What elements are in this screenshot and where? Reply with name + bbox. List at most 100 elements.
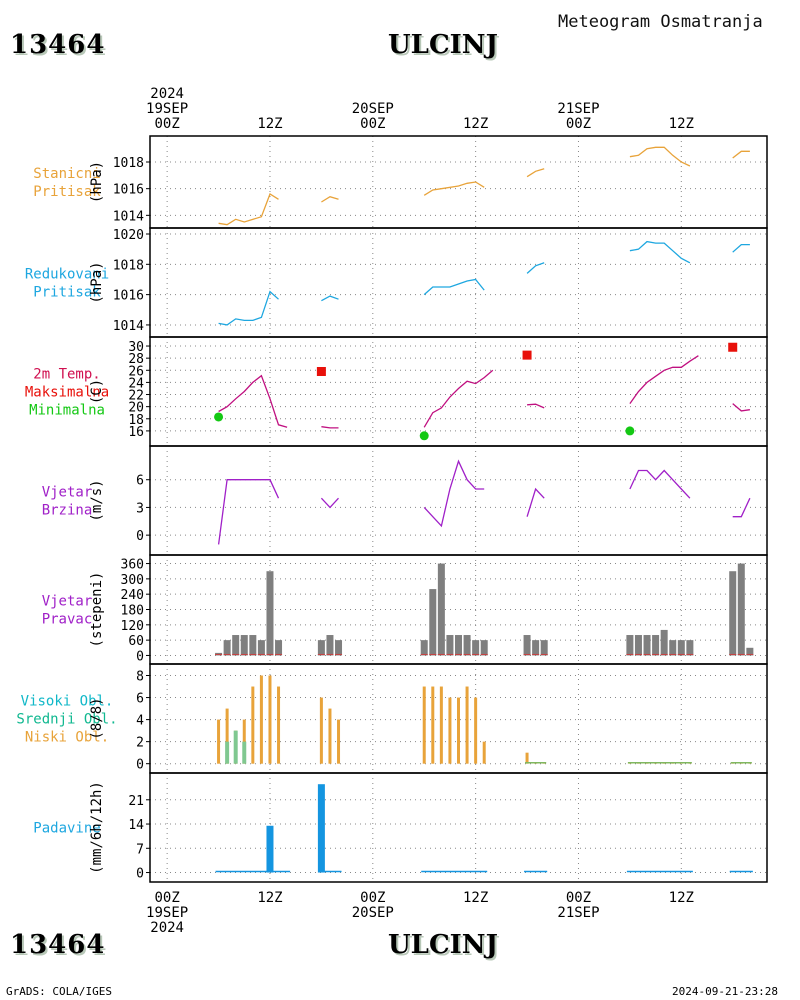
time-tick-label-top: 20SEP [352, 101, 394, 117]
bar-precipitation [266, 825, 274, 873]
bar-cloud-cover [439, 686, 443, 764]
bar-wind-direction [660, 629, 668, 656]
bar-cloud-cover [474, 697, 478, 764]
series-line-station-pressure [321, 195, 339, 203]
panel-label-reduced-pressure: Pritisak [33, 285, 101, 301]
y-tick-label: 22 [128, 389, 144, 404]
y-tick-label: 1018 [113, 156, 144, 171]
series-line-wind-speed [320, 497, 339, 509]
y-tick-label: 2 [136, 736, 144, 751]
unit-label-wind-speed: (m/s) [89, 479, 105, 521]
y-tick-label: 120 [121, 619, 144, 634]
bar-cloud-cover [259, 675, 263, 764]
y-tick-label: 18 [128, 413, 144, 428]
y-tick-label: 360 [121, 558, 144, 573]
unit-label-reduced-pressure: (hPa) [89, 261, 105, 303]
bar-wind-direction [463, 635, 471, 656]
bar-wind-direction [455, 635, 462, 656]
time-tick-label-top: 21SEP [557, 101, 599, 117]
series-line-station-pressure [526, 168, 545, 178]
y-tick-label: 6 [136, 692, 144, 707]
bar-cloud-cover [422, 686, 426, 764]
bar-cloud-cover [448, 697, 452, 764]
bar-precipitation [317, 784, 325, 873]
time-tick-label-bottom: 12Z [669, 890, 694, 906]
panel-label-cloud-cover: Srednji Obl. [16, 712, 117, 728]
bar-cloud-cover [457, 697, 460, 764]
series-line-wind-speed [423, 459, 485, 528]
panel-label-precipitation: Padavine [33, 821, 100, 837]
bar-cloud-cover [525, 752, 529, 764]
bar-wind-direction [643, 635, 651, 656]
bar-wind-direction [626, 635, 634, 656]
panel-frame-temperature [149, 336, 768, 447]
bar-wind-direction [677, 640, 685, 656]
unit-label-precipitation: (mm/6h/12h) [89, 781, 105, 874]
time-tick-label-top: 00Z [360, 116, 385, 132]
time-tick-label-bottom: 20SEP [352, 905, 394, 921]
panel-frame-station-pressure [149, 135, 768, 229]
y-tick-label: 1016 [113, 289, 144, 304]
series-line-wind-speed [217, 479, 280, 545]
series-line-temperature [423, 369, 494, 428]
bar-wind-direction [240, 635, 248, 656]
y-tick-label: 7 [136, 842, 144, 857]
bar-cloud-cover [328, 708, 332, 764]
y-tick-label: 28 [128, 352, 144, 367]
series-line-reduced-pressure [732, 243, 750, 253]
y-tick-label: 1014 [113, 209, 144, 224]
time-tick-label-bottom: 00Z [566, 890, 591, 906]
max-temp-marker [728, 342, 738, 352]
panel-label-station-pressure: Pritisak [33, 184, 101, 200]
y-tick-label: 0 [136, 649, 144, 664]
bar-wind-direction [523, 635, 531, 656]
panel-label-wind-direction: Pravac [42, 612, 93, 628]
time-tick-label-top: 00Z [154, 116, 179, 132]
y-tick-label: 60 [128, 634, 144, 649]
y-tick-label: 8 [136, 670, 144, 685]
y-tick-label: 0 [136, 529, 144, 544]
bar-wind-direction [317, 640, 325, 656]
station-id-bottom: 13464 [10, 930, 106, 960]
bar-cloud-cover [225, 708, 229, 764]
bar-wind-direction [420, 640, 428, 656]
y-tick-label: 0 [136, 758, 144, 773]
y-tick-label: 1014 [113, 319, 144, 334]
bar-wind-direction [652, 635, 660, 656]
y-tick-label: 1016 [113, 183, 144, 198]
panel-label-wind-speed: Brzina [42, 503, 93, 519]
bar-wind-direction [480, 640, 488, 656]
bar-cloud-cover [268, 675, 272, 764]
bar-wind-direction [437, 563, 445, 656]
timestamp-text: 2024-09-21-23:28 [672, 985, 778, 998]
panel-label-wind-speed: Vjetar [42, 485, 93, 501]
panel-label-temperature: 2m Temp. [33, 367, 100, 383]
time-tick-label-top: 19SEP [146, 101, 188, 117]
bar-cloud-cover [242, 741, 247, 764]
y-tick-label: 24 [128, 376, 144, 391]
series-line-reduced-pressure [526, 262, 545, 274]
panel-label-temperature: Maksimalna [25, 385, 109, 401]
bar-wind-direction [326, 635, 334, 656]
bar-cloud-cover [277, 686, 281, 764]
y-tick-label: 30 [128, 340, 144, 355]
y-tick-label: 16 [128, 425, 144, 440]
y-tick-label: 1020 [113, 228, 144, 243]
bar-cloud-cover [233, 730, 238, 764]
bar-wind-direction [634, 635, 642, 656]
series-line-wind-speed [526, 487, 545, 517]
min-temp-marker [214, 412, 224, 422]
y-tick-label: 180 [121, 604, 144, 619]
time-tick-label-bottom: 19SEP [146, 905, 188, 921]
series-line-temperature [218, 374, 288, 428]
bar-wind-direction [686, 640, 694, 656]
y-tick-label: 21 [128, 794, 144, 809]
bar-wind-direction [532, 640, 540, 656]
min-temp-marker [625, 426, 635, 436]
credit-text: GrADS: COLA/IGES [6, 985, 112, 998]
panel-label-wind-direction: Vjetar [42, 594, 93, 610]
bar-wind-direction [275, 640, 283, 656]
time-tick-label-bottom: 21SEP [557, 905, 599, 921]
series-line-wind-speed [629, 469, 691, 499]
